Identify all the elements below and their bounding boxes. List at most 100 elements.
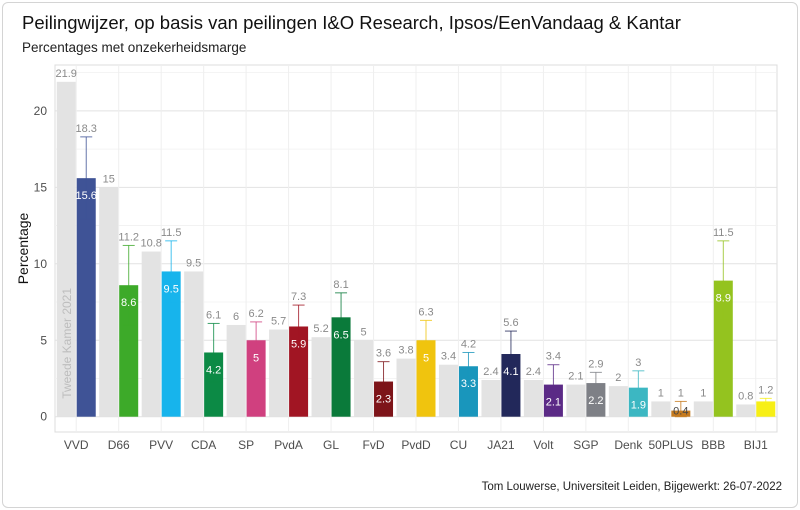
bar-previous: [311, 337, 331, 417]
upper-bound-label: 3: [635, 357, 641, 369]
upper-bound-label: 2.9: [588, 358, 603, 370]
bar-previous: [736, 404, 756, 417]
bar-current: [76, 178, 96, 417]
current-value-label: 2.2: [588, 395, 603, 407]
upper-bound-label: 11.2: [118, 231, 139, 243]
upper-bound-label: 3.6: [376, 348, 391, 360]
y-tick-label: 0: [40, 410, 47, 424]
current-value-label: 15.6: [76, 190, 97, 202]
x-tick-label: PVV: [149, 438, 173, 452]
bar-current: [501, 354, 521, 417]
x-tick-label: SGP: [573, 438, 598, 452]
bar-previous: [396, 358, 416, 417]
current-value-label: 5: [253, 352, 259, 364]
y-axis-label: Percentage: [15, 212, 31, 284]
bar-current: [458, 366, 478, 417]
upper-bound-label: 18.3: [76, 123, 97, 135]
previous-value-label: 15: [103, 173, 115, 185]
previous-value-label: 9.5: [186, 257, 201, 269]
bar-previous: [269, 329, 289, 417]
bar-previous: [608, 386, 628, 417]
current-value-label: 8.9: [716, 293, 731, 305]
bar-previous: [566, 384, 586, 417]
x-tick-label: CU: [450, 438, 467, 452]
y-tick-label: 5: [40, 333, 47, 347]
current-value-label: 5.9: [291, 338, 306, 350]
previous-value-label: 21.9: [56, 68, 77, 80]
upper-bound-label: 4.2: [461, 338, 476, 350]
bar-previous: [481, 380, 501, 417]
upper-bound-label: 1: [678, 387, 684, 399]
y-tick-label: 10: [34, 257, 48, 271]
bar-current: [161, 271, 181, 417]
x-tick-label: CDA: [191, 438, 216, 452]
bar-current: [246, 340, 266, 417]
x-tick-label: FvD: [363, 438, 385, 452]
x-tick-label: JA21: [487, 438, 515, 452]
current-value-label: 2.1: [546, 397, 561, 409]
annotation-tweede-kamer: Tweede Kamer 2021: [60, 288, 74, 399]
x-tick-label: PvdA: [274, 438, 303, 452]
previous-value-label: 0.8: [738, 390, 753, 402]
upper-bound-label: 3.4: [546, 351, 561, 363]
x-tick-label: D66: [108, 438, 130, 452]
x-tick-label: BBB: [701, 438, 725, 452]
bar-previous: [523, 380, 543, 417]
bar-previous: [651, 401, 671, 417]
bar-previous: [141, 251, 161, 417]
chart-title: Peilingwijzer, op basis van peilingen I&…: [22, 12, 681, 33]
previous-value-label: 1: [700, 387, 706, 399]
current-value-label: 2.3: [376, 394, 391, 406]
previous-value-label: 10.8: [140, 238, 161, 250]
x-tick-label: SP: [238, 438, 254, 452]
x-tick-label: GL: [323, 438, 339, 452]
x-tick-label: Volt: [533, 438, 554, 452]
x-tick-label: 50PLUS: [648, 438, 693, 452]
x-tick-label: VVD: [64, 438, 89, 452]
upper-bound-label: 6.3: [418, 306, 433, 318]
bar-previous: [438, 364, 458, 417]
upper-bound-label: 6.2: [248, 308, 263, 320]
chart-caption: Tom Louwerse, Universiteit Leiden, Bijge…: [481, 481, 782, 493]
upper-bound-label: 7.3: [291, 291, 306, 303]
bar-current: [713, 280, 733, 417]
x-tick-label: PvdD: [401, 438, 431, 452]
upper-bound-label: 11.5: [161, 227, 182, 239]
previous-value-label: 3.4: [441, 351, 456, 363]
current-value-label: 5: [423, 352, 429, 364]
current-value-label: 3.3: [461, 378, 476, 390]
x-tick-label: BIJ1: [744, 438, 768, 452]
previous-value-label: 5.2: [313, 323, 328, 335]
bar-current: [756, 401, 776, 417]
previous-value-label: 3.8: [398, 345, 413, 357]
upper-bound-label: 5.6: [503, 317, 518, 329]
previous-value-label: 2: [615, 372, 621, 384]
bar-current: [416, 340, 436, 417]
previous-value-label: 2.1: [568, 371, 583, 383]
upper-bound-label: 1.2: [758, 384, 773, 396]
bar-current: [586, 383, 606, 417]
previous-value-label: 2.4: [526, 366, 541, 378]
bar-previous: [226, 324, 246, 417]
upper-bound-label: 11.5: [713, 227, 734, 239]
bar-current: [119, 285, 139, 417]
previous-value-label: 2.4: [483, 366, 498, 378]
x-tick-label: Denk: [614, 438, 643, 452]
upper-bound-label: 8.1: [333, 279, 348, 291]
bar-current: [289, 326, 309, 417]
previous-value-label: 5: [360, 326, 366, 338]
upper-bound-label: 6.1: [206, 309, 221, 321]
current-value-label: 4.1: [503, 366, 518, 378]
previous-value-label: 1: [658, 387, 664, 399]
bar-previous: [99, 187, 119, 417]
bar-previous: [693, 401, 713, 417]
bar-previous: [354, 340, 374, 417]
previous-value-label: 6: [233, 311, 239, 323]
current-value-label: 8.6: [121, 297, 136, 309]
bar-previous: [56, 81, 76, 417]
current-value-label: 6.5: [333, 329, 348, 341]
bar-current: [204, 352, 224, 417]
bar-previous: [184, 271, 204, 417]
y-tick-label: 20: [34, 104, 48, 118]
